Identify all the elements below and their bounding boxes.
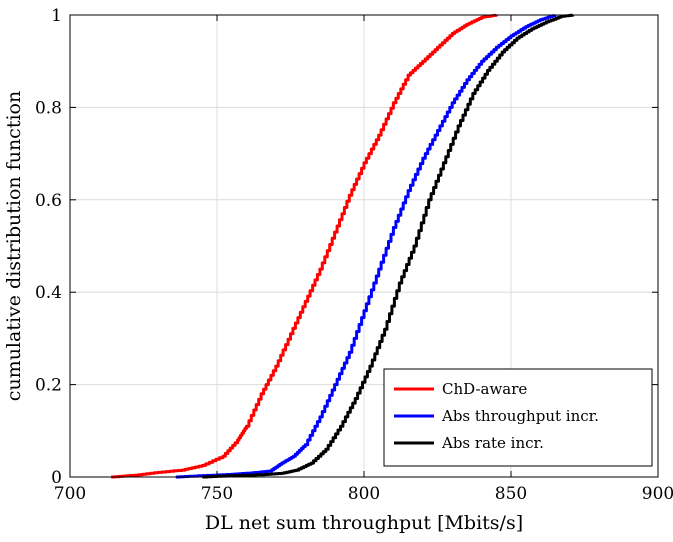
series-line-abs-rate-incr [202,13,575,479]
x-axis-label: DL net sum throughput [Mbits/s] [205,512,523,534]
series-layer [111,13,575,479]
y-tick-label: 0.4 [35,283,62,303]
series-line-abs-throughput-incr [175,14,557,479]
y-tick-label: 0 [51,468,62,488]
legend-label-abs-throughput-incr: Abs throughput incr. [441,407,599,425]
y-tick-label: 1 [51,6,62,26]
y-tick-label: 0.2 [35,376,62,396]
y-tick-label: 0.8 [35,98,62,118]
x-tick-label: 850 [495,484,527,504]
legend: ChD-aware Abs throughput incr. Abs rate … [383,368,653,467]
x-tick-label: 900 [642,484,673,504]
series-line-chd-aware [111,13,498,479]
x-tick-label: 750 [201,484,233,504]
y-tick-label: 0.6 [35,191,62,211]
legend-label-abs-rate-incr: Abs rate incr. [441,434,544,452]
y-axis-label: cumulative distribution function [3,91,25,401]
axis-ticks: 700 750 800 850 900 0 0.2 0.4 0.6 0.8 1 [35,6,673,504]
legend-label-chd-aware: ChD-aware [442,380,527,398]
x-tick-label: 700 [54,484,86,504]
x-tick-label: 800 [348,484,380,504]
